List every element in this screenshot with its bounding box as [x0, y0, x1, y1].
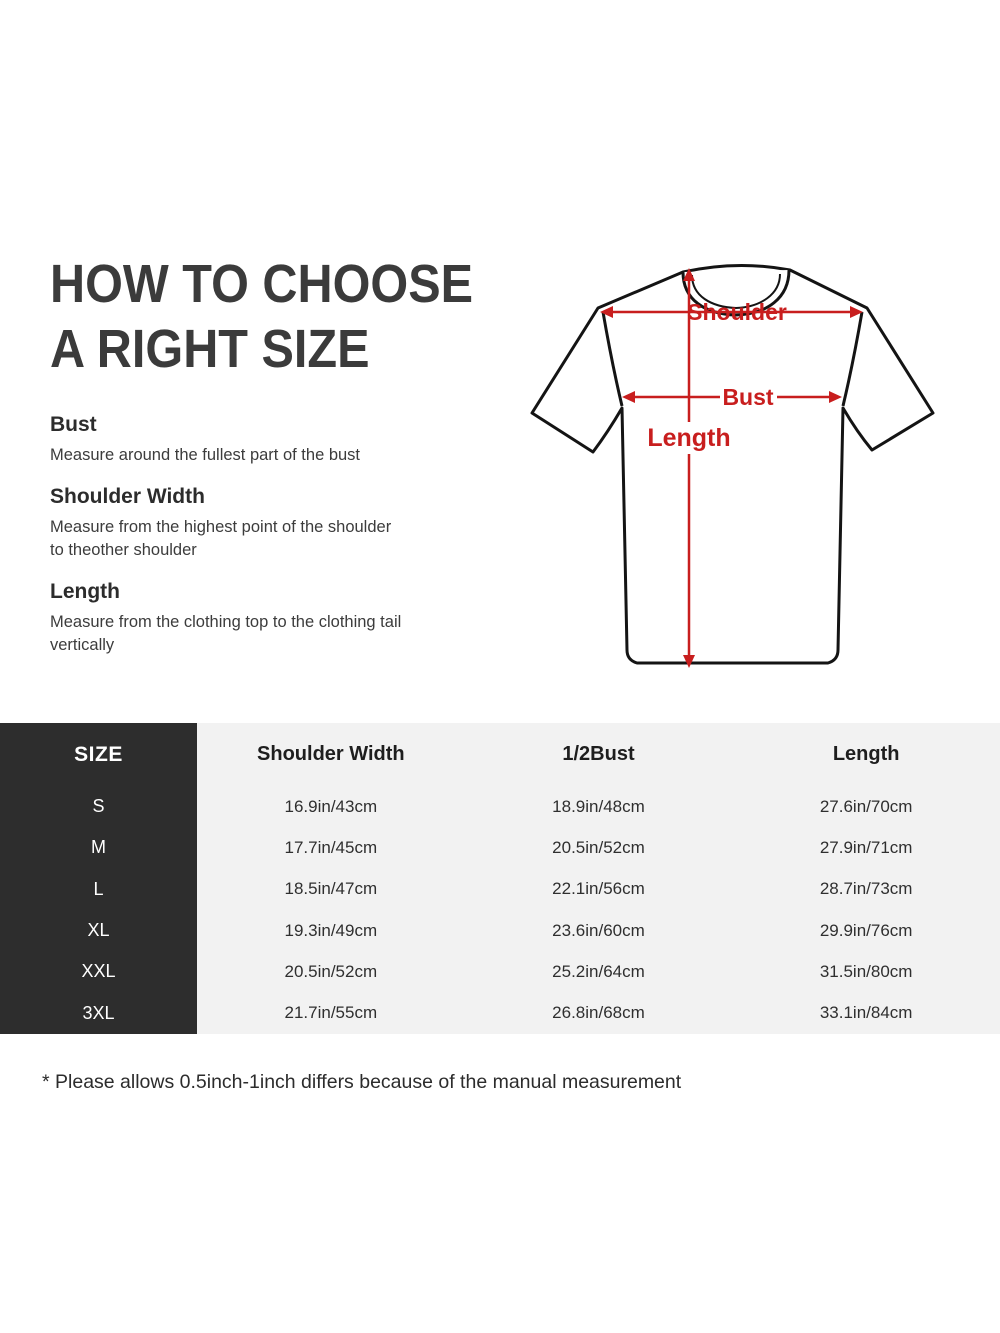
size-table-row-l-label: L [0, 868, 197, 910]
size-table-row-xxl-shoulder: 20.5in/52cm [197, 951, 465, 993]
size-table-row-l-length: 28.7in/73cm [732, 868, 1000, 910]
tshirt-measure-diagram: Shoulder Bust Length [530, 263, 935, 668]
bust-arrow-label: Bust [722, 384, 773, 410]
instruction-text-shoulder-width: Measure from the highest point of the sh… [50, 518, 392, 559]
measure-instructions: Bust Measure around the fullest part of … [50, 412, 402, 674]
size-table-header-size: SIZE [0, 723, 197, 786]
measurement-disclaimer: * Please allows 0.5inch-1inch differs be… [42, 1071, 682, 1093]
size-table-header-shoulder-width: Shoulder Width [197, 723, 465, 786]
size-table-row-xl-label: XL [0, 909, 197, 952]
size-table-row-s-bust: 18.9in/48cm [464, 786, 733, 828]
size-table-row-s-shoulder: 16.9in/43cm [197, 786, 465, 828]
bust-arrow-icon [622, 391, 842, 403]
size-table-row-l-shoulder: 18.5in/47cm [197, 868, 465, 910]
size-table-row-m-length: 27.9in/71cm [732, 827, 1000, 869]
size-table-row-xl-shoulder: 19.3in/49cm [197, 909, 465, 952]
size-table-header-length: Length [732, 723, 1000, 786]
shoulder-arrow-icon [600, 306, 863, 318]
size-table-row-3xl-length: 33.1in/84cm [732, 992, 1000, 1034]
size-table-row-m-label: M [0, 827, 197, 869]
page-title: HOW TO CHOOSE A RIGHT SIZE [50, 252, 473, 382]
instruction-heading-length: Length [50, 580, 120, 603]
size-table-row-xxl-bust: 25.2in/64cm [464, 951, 733, 993]
size-table-row-s-label: S [0, 786, 197, 828]
size-table-row-s-length: 27.6in/70cm [732, 786, 1000, 828]
size-table-row-xxl-length: 31.5in/80cm [732, 951, 1000, 993]
shoulder-arrow-label: Shoulder [687, 299, 787, 325]
page-title-line2: A RIGHT SIZE [50, 319, 370, 379]
instruction-heading-shoulder-width: Shoulder Width [50, 485, 205, 508]
size-table-row-xl-length: 29.9in/76cm [732, 909, 1000, 952]
size-table: SIZE Shoulder Width 1/2Bust Length S 16.… [0, 723, 1000, 1034]
length-arrow-label: Length [647, 424, 730, 452]
size-table-row-xl-bust: 23.6in/60cm [464, 909, 733, 952]
size-table-row-l-bust: 22.1in/56cm [464, 868, 733, 910]
size-table-row-3xl-label: 3XL [0, 992, 197, 1034]
size-table-row-m-shoulder: 17.7in/45cm [197, 827, 465, 869]
instruction-text-bust: Measure around the fullest part of the b… [50, 446, 361, 464]
length-arrow-icon [683, 268, 695, 668]
page-title-line1: HOW TO CHOOSE [50, 254, 474, 314]
size-table-row-m-bust: 20.5in/52cm [464, 827, 733, 869]
size-table-row-3xl-shoulder: 21.7in/55cm [197, 992, 465, 1034]
tshirt-outline-icon [530, 263, 935, 665]
size-table-header-half-bust: 1/2Bust [464, 723, 733, 786]
instruction-heading-bust: Bust [50, 413, 97, 436]
instruction-text-length: Measure from the clothing top to the clo… [50, 613, 402, 654]
size-table-row-3xl-bust: 26.8in/68cm [464, 992, 733, 1034]
size-table-row-xxl-label: XXL [0, 951, 197, 993]
